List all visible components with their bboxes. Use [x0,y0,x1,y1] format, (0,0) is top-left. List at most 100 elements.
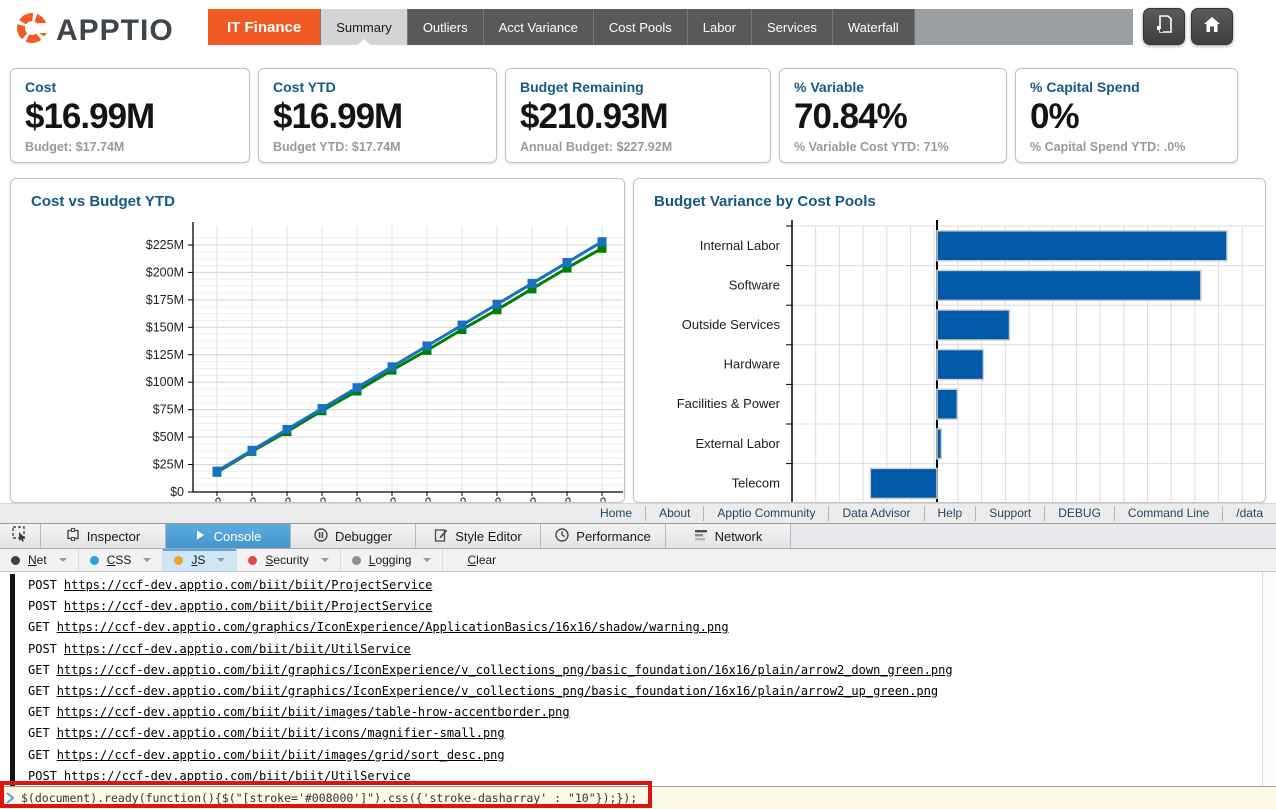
home-button[interactable] [1191,8,1233,45]
log-url[interactable]: https://ccf-dev.apptio.com/biit/biit/ima… [56,705,570,720]
http-method: GET [28,683,50,698]
tab-services[interactable]: Services [751,9,833,45]
svg-text:Internal Labor: Internal Labor [700,238,781,253]
log-row: GET https://ccf-dev.apptio.com/biit/graph… [28,681,1276,702]
svg-text:2: 2 [527,494,542,503]
app-header: APPTIO IT Finance Summary Outliers Acct … [0,0,1276,56]
http-method: POST [28,578,57,592]
filter-net[interactable]: Net [0,549,79,571]
http-method: GET [28,662,50,677]
log-url[interactable]: https://ccf-dev.apptio.com/biit/graphics… [56,662,953,677]
log-url[interactable]: https://ccf-dev.apptio.com/graphics/Icon… [56,620,729,635]
svg-text:Outside Services: Outside Services [682,317,781,332]
devtools-tab-performance[interactable]: Performance [541,524,666,548]
svg-text:$175M: $175M [146,293,184,307]
footer-item-about[interactable]: About [645,506,703,521]
log-url[interactable]: https://ccf-dev.apptio.com/biit/biit/ima… [56,747,505,762]
tab-acct-variance[interactable]: Acct Variance [483,9,594,45]
svg-text:2: 2 [457,494,472,503]
pick-element-button[interactable] [0,524,41,548]
tab-waterfall[interactable]: Waterfall [832,9,915,45]
kpi-subtitle: % Capital Spend YTD: .0% [1030,140,1186,154]
svg-text:$100M: $100M [146,375,184,389]
filter-label: CSS [106,553,132,567]
http-method: GET [28,620,50,635]
kpi-card-cost: Cost $16.99M Budget: $17.74M [10,68,250,163]
log-url[interactable]: https://ccf-dev.apptio.com/biit/biit/ico… [56,726,505,741]
tab-summary[interactable]: Summary [321,9,408,45]
tab-it-finance[interactable]: IT Finance [208,9,322,45]
svg-text:$25M: $25M [153,458,184,472]
command-input-text[interactable]: $(document).ready(function(){$("[stroke=… [21,791,638,805]
filter-logging[interactable]: Logging [341,549,444,571]
tab-labor[interactable]: Labor [687,9,752,45]
svg-text:Software: Software [729,277,780,292]
log-url[interactable]: https://ccf-dev.apptio.com/biit/biit/Pro… [63,578,433,592]
log-url[interactable]: https://ccf-dev.apptio.com/biit/biit/Uti… [63,641,411,656]
svg-text:$150M: $150M [146,320,184,334]
chevron-down-icon [217,558,226,562]
pick-element-icon [12,525,28,547]
apptio-gear-icon [14,10,50,51]
clear-label: Clear [467,553,497,567]
http-method: POST [28,768,57,783]
footer-menu: Home About Apptio Community Data Advisor… [0,503,1276,523]
log-row: GET https://ccf-dev.apptio.com/biit/graph… [28,660,1276,681]
console-output: POST https://ccf-dev.apptio.com/biit/biit… [0,572,1276,786]
clear-console-button[interactable]: Clear [443,549,520,571]
filter-js[interactable]: JS [163,549,238,571]
charts-row: Cost vs Budget YTD $0 $25M $50M $75M $100M $1… [10,178,1266,503]
log-url[interactable]: https://ccf-dev.apptio.com/biit/biit/Pro… [63,599,433,614]
dashboard-tabstrip: IT Finance Summary Outliers Acct Varianc… [208,9,1133,45]
kpi-card-cost-ytd: Cost YTD $16.99M Budget YTD: $17.74M [258,68,497,163]
footer-item-home[interactable]: Home [600,506,633,520]
tab-outliers[interactable]: Outliers [407,9,484,45]
svg-text:External Labor: External Labor [695,436,780,451]
chevron-down-icon [423,558,432,562]
svg-text:$75M: $75M [153,403,184,417]
export-button[interactable] [1143,8,1185,45]
filter-security[interactable]: Security [237,549,341,571]
devtools-tab-inspector[interactable]: Inspector [41,524,166,548]
inspector-icon [66,528,80,544]
kpi-title: Cost [25,79,57,95]
footer-item-help[interactable]: Help [923,506,976,521]
footer-item-apptio-community[interactable]: Apptio Community [703,506,828,521]
footer-item-data[interactable]: /data [1222,506,1276,521]
log-row: POST https://ccf-dev.apptio.com/biit/biit… [28,575,1276,596]
debugger-pause-icon [314,527,328,545]
security-filter-dot-icon [248,555,258,565]
footer-item-support[interactable]: Support [975,506,1044,521]
svg-text:$125M: $125M [146,348,184,362]
devtools-tab-debugger[interactable]: Debugger [291,524,416,548]
footer-item-data-advisor[interactable]: Data Advisor [828,506,923,521]
svg-text:Facilities & Power: Facilities & Power [677,396,781,411]
devtools-toolbar-filler [791,524,1276,548]
footer-item-command-line[interactable]: Command Line [1113,506,1222,521]
console-gutter-bar [10,574,15,786]
devtools-tab-console[interactable]: Console [166,524,291,548]
svg-text:2: 2 [317,494,332,503]
filter-label: JS [191,553,206,567]
kpi-value: 70.84% [794,97,908,136]
log-row: POST https://ccf-dev.apptio.com/biit/biit… [28,639,1276,660]
logo-wordmark: APPTIO [56,13,174,47]
devtools-tab-network[interactable]: Network [666,524,791,548]
svg-text:$200M: $200M [146,265,184,279]
footer-item-debug[interactable]: DEBUG [1044,506,1114,521]
cost-vs-budget-panel: Cost vs Budget YTD $0 $25M $50M $75M $100M $1… [10,178,625,503]
kpi-title: Cost YTD [273,79,336,95]
log-url[interactable]: https://ccf-dev.apptio.com/biit/graphics… [56,683,939,698]
tab-cost-pools[interactable]: Cost Pools [593,9,688,45]
kpi-value: $210.93M [520,97,669,136]
svg-text:Telecom: Telecom [732,475,780,490]
console-scrollbar[interactable] [1262,572,1276,786]
console-command-line[interactable]: $(document).ready(function(){$("[stroke=… [0,786,1276,809]
devtools-tab-style-editor[interactable]: Style Editor [416,524,541,548]
filter-css[interactable]: CSS [79,549,164,571]
svg-text:Hardware: Hardware [724,357,780,372]
performance-clock-icon [555,527,569,545]
log-row: POST https://ccf-dev.apptio.com/biit/biit… [28,596,1276,617]
http-method: GET [28,705,50,720]
log-url[interactable]: https://ccf-dev.apptio.com/biit/biit/Uti… [63,768,411,783]
